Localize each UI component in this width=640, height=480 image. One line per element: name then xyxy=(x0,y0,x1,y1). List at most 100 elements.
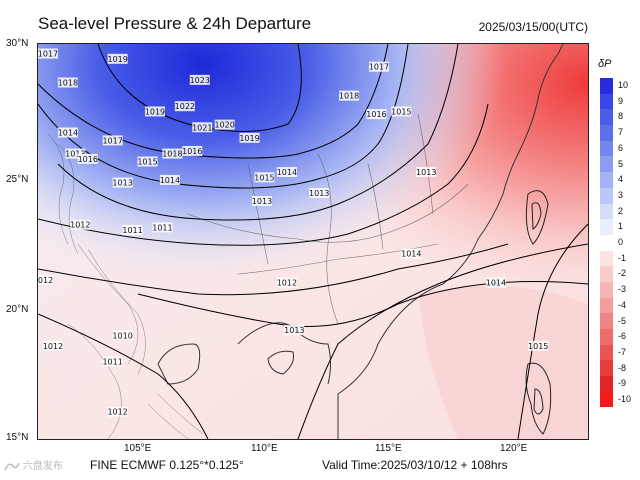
legend-label: 10 xyxy=(618,80,629,90)
lat-label-30: 30°N xyxy=(6,38,29,49)
isobar-label: 1010 xyxy=(112,330,133,341)
legend-label: 5 xyxy=(618,158,624,169)
brand-text: 六盘发布 xyxy=(22,461,63,472)
isobar-label: 1014 xyxy=(160,174,180,185)
svg-text:1015: 1015 xyxy=(528,342,548,351)
coastline xyxy=(157,44,564,439)
svg-text:1013: 1013 xyxy=(252,197,272,206)
legend-label: -5 xyxy=(618,315,627,326)
lat-label-25: 25°N xyxy=(6,174,29,185)
isobar-label: 1011 xyxy=(152,222,173,233)
legend-label: 0 xyxy=(618,237,624,247)
svg-text:1016: 1016 xyxy=(78,155,98,164)
legend-label: 1 xyxy=(618,221,624,232)
svg-text:1015: 1015 xyxy=(137,158,157,167)
legend-title: δP xyxy=(598,58,612,70)
svg-text:1013: 1013 xyxy=(65,150,85,159)
svg-text:1012: 1012 xyxy=(43,342,63,351)
svg-text:1015: 1015 xyxy=(391,107,411,116)
southeast-pink-field xyxy=(418,286,588,439)
legend-swatch xyxy=(600,250,613,267)
legend-label: -3 xyxy=(618,284,627,295)
isobar-label: 1013 xyxy=(252,196,272,206)
isobar-label: 1012 xyxy=(43,340,63,351)
isobar-label: 1012 xyxy=(277,277,297,288)
legend-swatch xyxy=(600,93,613,110)
legend-swatch xyxy=(600,125,613,141)
legend-swatch xyxy=(600,360,613,377)
isobar-label: 1013 xyxy=(284,325,305,336)
legend-swatch xyxy=(600,266,613,282)
legend-label: 6 xyxy=(618,142,624,153)
svg-text:1013: 1013 xyxy=(416,168,436,177)
legend-label: 4 xyxy=(618,174,624,185)
isobar-label: 1014 xyxy=(277,167,297,177)
isobar-labels: 1017 1019 1018 1023 1022 1019 1021 1020 1019 1017… xyxy=(38,48,548,417)
isobar-label: 1016 xyxy=(78,153,98,164)
legend-swatch xyxy=(600,140,613,157)
isobar-label: 1015 xyxy=(137,156,158,167)
legend-swatch xyxy=(600,281,613,298)
isobar-label: 1015 xyxy=(528,340,548,351)
svg-text:1019: 1019 xyxy=(107,55,127,64)
svg-text:1020: 1020 xyxy=(214,121,234,130)
svg-text:1012: 1012 xyxy=(70,221,90,230)
legend-label: -8 xyxy=(618,362,627,373)
legend-label: 7 xyxy=(618,127,624,138)
svg-text:1017: 1017 xyxy=(102,136,122,145)
lat-label-20: 20°N xyxy=(6,304,29,315)
legend-label: -4 xyxy=(618,299,627,310)
legend-swatch xyxy=(600,391,613,408)
legend-swatch xyxy=(600,78,613,94)
isobar-label: 1022 xyxy=(175,101,195,112)
isobar-label: 1011 xyxy=(102,356,123,367)
svg-text:1013: 1013 xyxy=(284,326,304,335)
svg-text:1012: 1012 xyxy=(38,276,53,285)
legend-swatch xyxy=(600,376,613,392)
svg-text:1012: 1012 xyxy=(107,408,127,417)
isobar-label: 1019 xyxy=(239,132,260,143)
legend-label: -9 xyxy=(618,378,627,389)
isobar-label: 1018 xyxy=(339,90,359,101)
lon-label-110: 110°E xyxy=(251,443,278,454)
legend-label: -7 xyxy=(618,346,627,357)
pressure-map: 1017 1019 1018 1023 1022 1019 1021 1020 1019 1017… xyxy=(38,44,588,439)
svg-text:1016: 1016 xyxy=(366,110,386,119)
lon-label-115: 115°E xyxy=(375,443,402,454)
legend-swatch xyxy=(600,329,613,345)
svg-text:1015: 1015 xyxy=(254,173,274,182)
legend-swatch xyxy=(600,297,613,314)
svg-text:1014: 1014 xyxy=(486,279,506,288)
svg-text:1014: 1014 xyxy=(401,250,421,259)
model-info: FINE ECMWF 0.125°*0.125° xyxy=(90,458,244,472)
isobar-label: 1016 xyxy=(366,109,387,120)
isobar-label: 1015 xyxy=(254,172,275,183)
isobar-label: 1011 xyxy=(122,224,143,235)
isobar-label: 1021 xyxy=(192,122,212,133)
svg-text:1014: 1014 xyxy=(160,176,180,185)
svg-text:1011: 1011 xyxy=(102,358,122,367)
legend-swatch xyxy=(600,187,613,204)
legend-label: 3 xyxy=(618,189,624,200)
isobar-label: 1015 xyxy=(391,106,412,117)
svg-text:1013: 1013 xyxy=(309,189,329,198)
lat-label-15: 15°N xyxy=(6,432,29,443)
svg-text:1023: 1023 xyxy=(190,76,210,85)
brand-watermark: 六盘发布 xyxy=(4,457,63,472)
isobar-label: 1014 xyxy=(486,277,506,288)
lon-label-120: 120°E xyxy=(500,443,528,454)
isobar-label: 1019 xyxy=(145,106,165,117)
color-legend xyxy=(600,78,613,408)
svg-text:1016: 1016 xyxy=(182,147,202,156)
svg-text:1018: 1018 xyxy=(339,92,359,101)
isobar-label: 1012 xyxy=(107,406,128,417)
map-datetime: 2025/03/15/00(UTC) xyxy=(478,20,588,34)
isobar-label: 1017 xyxy=(102,135,123,146)
legend-swatch xyxy=(600,203,613,220)
legend-label: -10 xyxy=(618,394,632,404)
svg-text:1018: 1018 xyxy=(58,79,78,88)
isobar-label: 1017 xyxy=(38,48,58,59)
legend-swatch xyxy=(600,172,613,188)
lon-label-105: 105°E xyxy=(124,443,152,454)
legend-label: 9 xyxy=(618,95,624,106)
